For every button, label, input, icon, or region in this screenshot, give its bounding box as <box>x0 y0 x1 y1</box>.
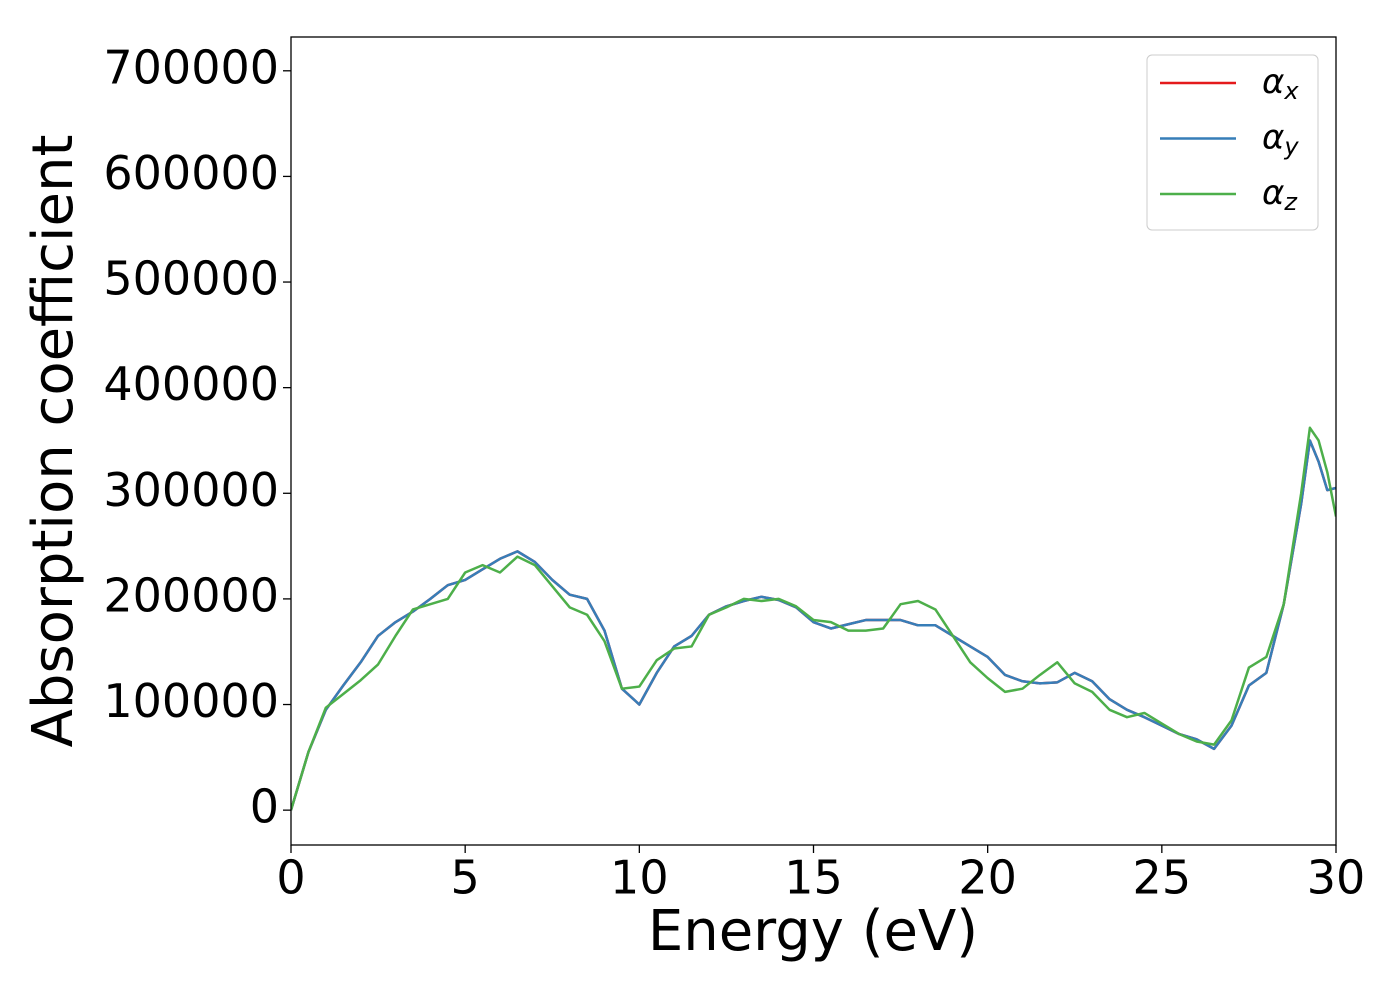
x-tick-label: 10 <box>610 851 669 905</box>
y-tick-label: 400000 <box>103 357 279 411</box>
x-tick-label: 15 <box>784 851 843 905</box>
x-axis-label: Energy (eV) <box>648 899 978 964</box>
x-tick-label: 5 <box>451 851 480 905</box>
series-line <box>291 439 1336 811</box>
y-tick-label: 300000 <box>103 463 279 517</box>
y-tick-label: 700000 <box>103 40 279 94</box>
x-tick-label: 0 <box>276 851 305 905</box>
plot-area <box>291 426 1336 811</box>
legend-label: αx <box>1262 62 1299 106</box>
x-tick-label: 25 <box>1133 851 1192 905</box>
series-line <box>291 426 1336 811</box>
legend-box <box>1146 54 1319 231</box>
y-tick-label: 0 <box>250 780 279 834</box>
legend-label: αy <box>1262 117 1299 161</box>
y-tick-label: 500000 <box>103 252 279 306</box>
y-tick-label: 200000 <box>103 568 279 622</box>
series-line <box>291 439 1336 811</box>
x-tick-label: 20 <box>958 851 1017 905</box>
y-axis-label: Absorption coefficient <box>21 135 86 748</box>
legend-label: αz <box>1262 173 1298 217</box>
x-tick-label: 30 <box>1307 851 1366 905</box>
y-tick-label: 100000 <box>103 674 279 728</box>
y-tick-label: 600000 <box>103 146 279 200</box>
